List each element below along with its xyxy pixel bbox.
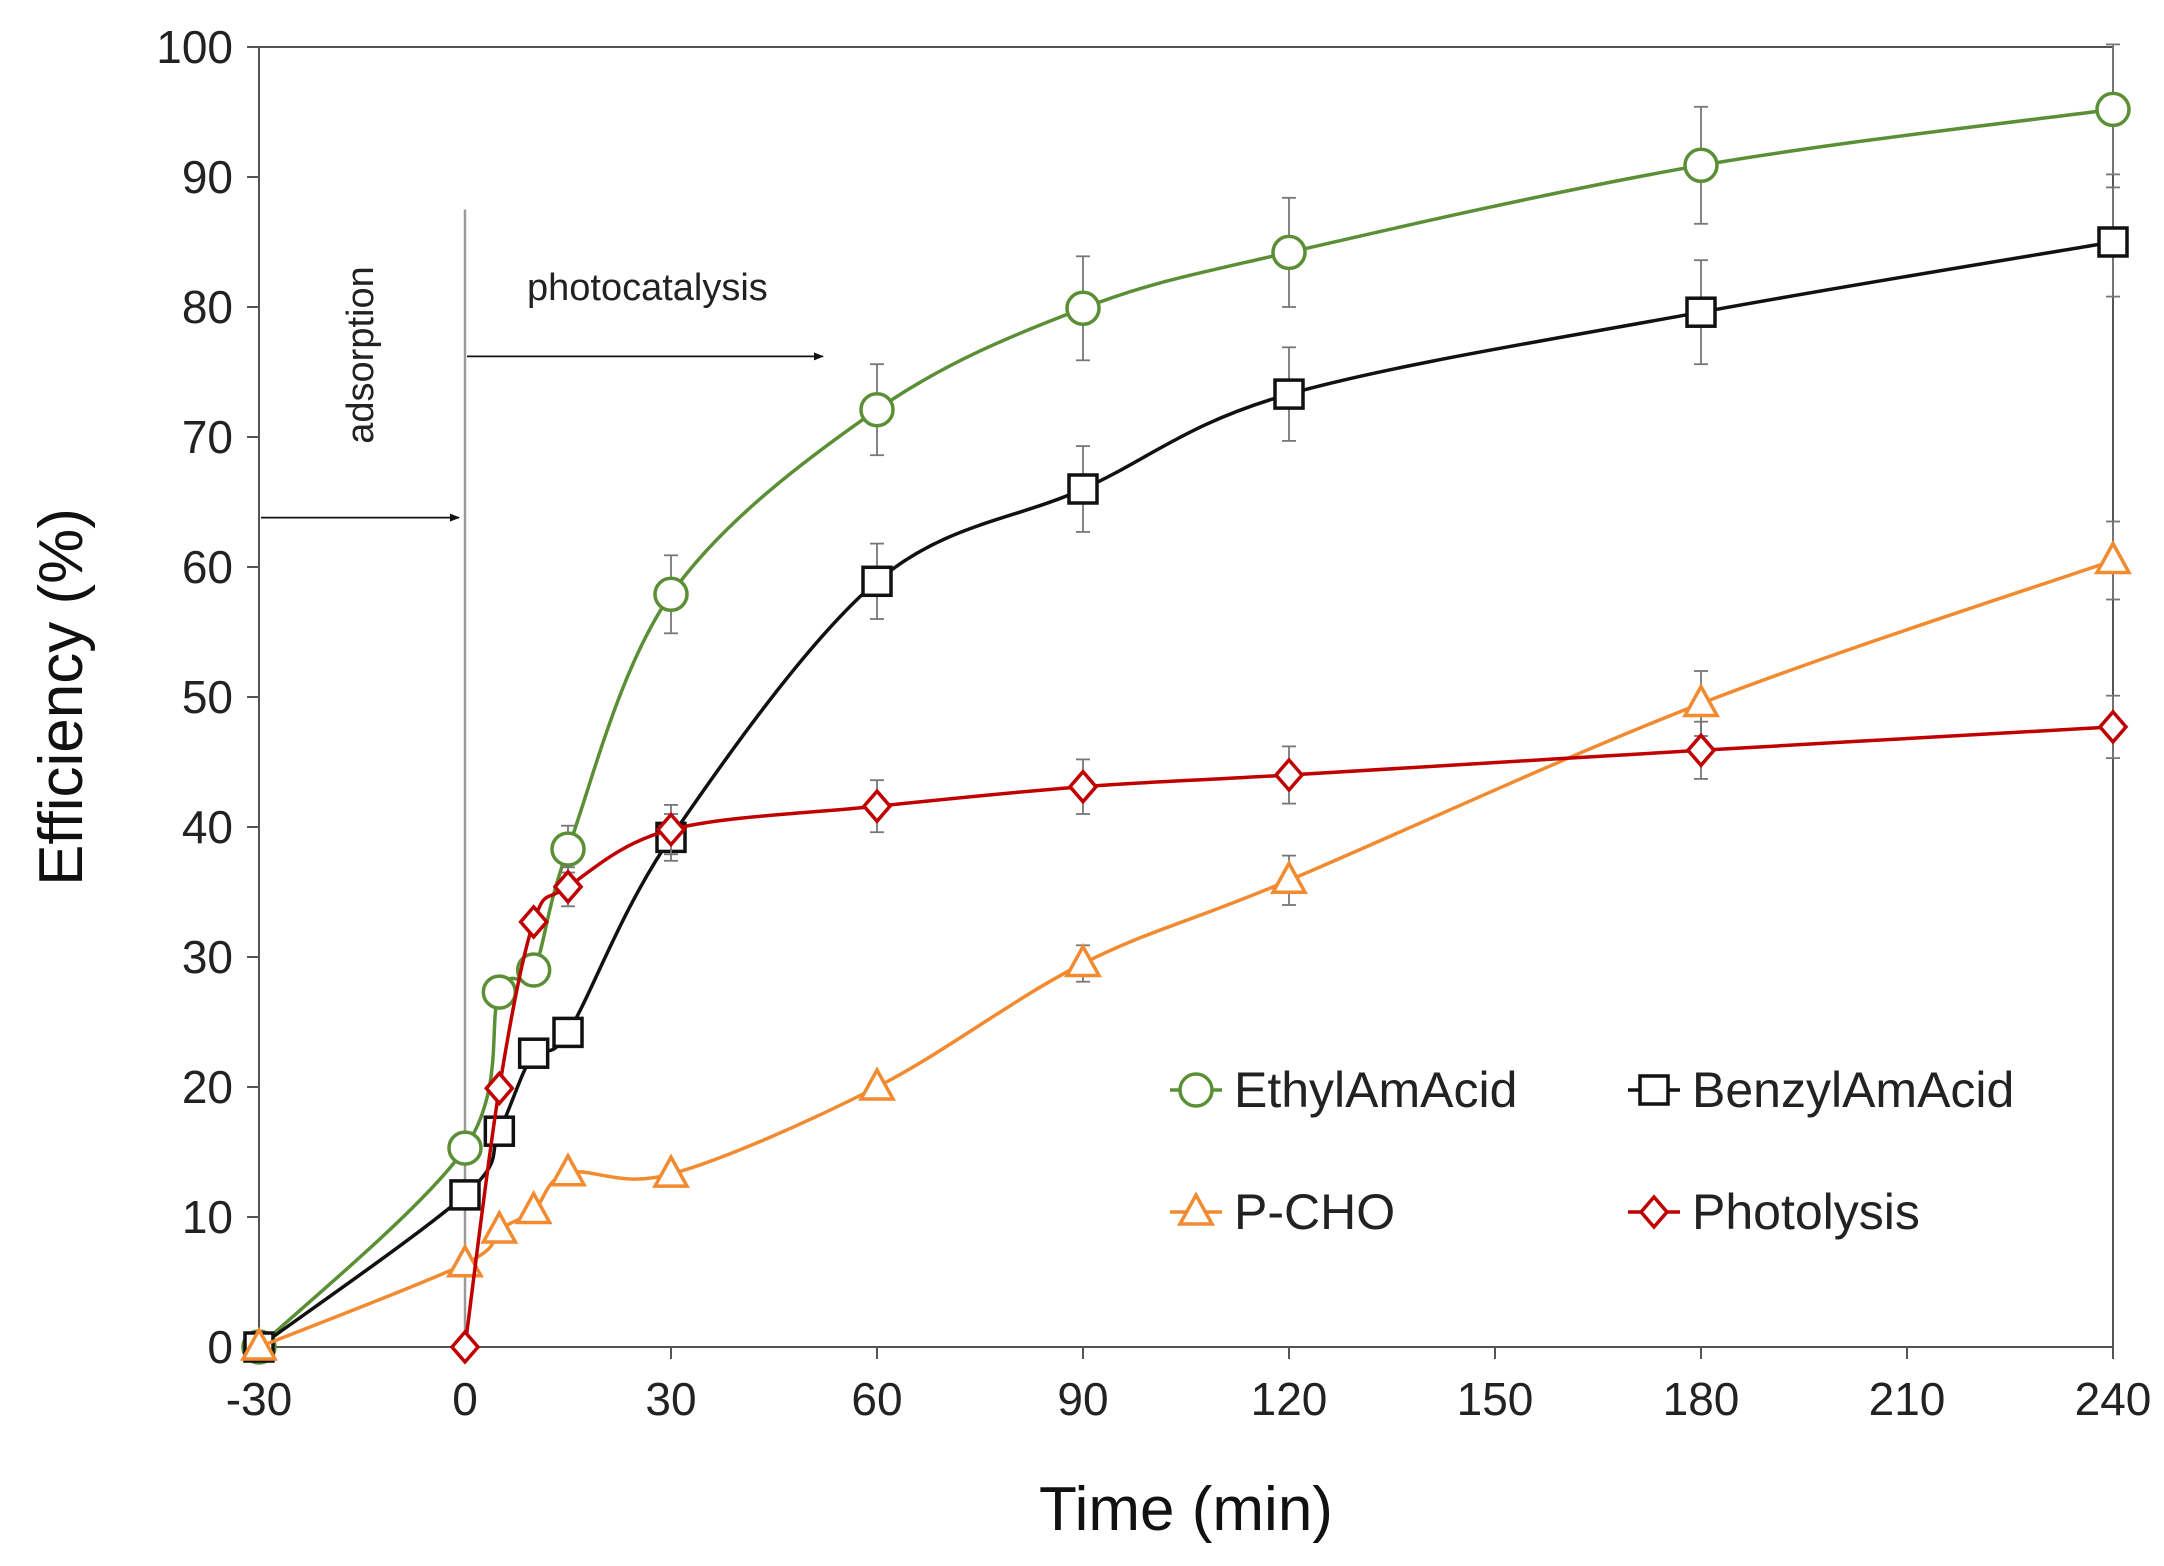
y-tick-label: 50 <box>182 671 233 723</box>
data-point-ethylamacid <box>550 831 586 867</box>
data-point-ethylamacid <box>1271 234 1307 271</box>
legend-marker <box>1177 1191 1215 1226</box>
data-point-photolysis <box>552 869 584 905</box>
data-point-photolysis <box>1067 769 1099 805</box>
adsorption-label: adsorption <box>340 266 382 443</box>
data-point-p-cho <box>549 1152 587 1187</box>
data-point-benzylamacid <box>861 565 893 598</box>
legend-marker <box>1178 1072 1214 1108</box>
legend-marker <box>1638 1074 1670 1106</box>
data-point-p-cho <box>2094 539 2132 575</box>
y-tick-label: 60 <box>182 541 233 593</box>
data-point-p-cho <box>446 1243 484 1278</box>
data-point-photolysis <box>1273 757 1305 793</box>
phase-annotations: adsorption photocatalysis <box>261 209 824 1347</box>
series-photolysis <box>449 694 2129 1365</box>
x-tick-label: 60 <box>851 1373 902 1425</box>
y-axis-title: Efficiency (%) <box>27 508 96 886</box>
data-point-ethylamacid <box>2095 91 2131 128</box>
x-tick-label: 210 <box>1869 1373 1946 1425</box>
data-point-ethylamacid <box>859 391 895 428</box>
x-tick-label: 240 <box>2075 1373 2152 1425</box>
data-point-p-cho <box>1682 682 1720 718</box>
data-point-photolysis <box>449 1329 481 1365</box>
legend-marker <box>1638 1194 1670 1230</box>
data-point-photolysis <box>484 1070 515 1106</box>
data-point-benzylamacid <box>517 1037 550 1069</box>
data-point-p-cho <box>480 1209 519 1244</box>
legend-label: Photolysis <box>1692 1184 1920 1240</box>
data-point-p-cho <box>858 1066 896 1101</box>
data-point-benzylamacid <box>2097 226 2129 258</box>
data-point-benzylamacid <box>483 1115 516 1147</box>
series-p-cho <box>240 520 2132 1361</box>
legend-item-ethylamacid: EthylAmAcid <box>1170 1062 1517 1118</box>
y-tick-label: 90 <box>182 151 233 203</box>
series-ethylamacid <box>241 43 2131 1365</box>
x-tick-label: 150 <box>1457 1373 1534 1425</box>
data-point-photolysis <box>861 788 893 824</box>
series-line-photolysis <box>463 725 2114 1348</box>
data-point-benzylamacid <box>1067 473 1099 505</box>
data-point-ethylamacid <box>653 576 689 613</box>
y-tick-label: 20 <box>182 1061 233 1113</box>
y-tick-label: 10 <box>182 1191 233 1243</box>
data-point-photolysis <box>1685 732 1717 768</box>
plot-area-border <box>258 46 2114 1348</box>
data-point-p-cho <box>1270 859 1308 895</box>
data-point-p-cho <box>1064 942 1102 978</box>
data-point-photolysis <box>2097 709 2129 745</box>
legend-label: EthylAmAcid <box>1234 1062 1517 1118</box>
series-line-benzylamacid <box>257 240 2114 1349</box>
series-group <box>240 43 2132 1365</box>
x-tick-label: 120 <box>1251 1373 1328 1425</box>
legend-item-photolysis: Photolysis <box>1628 1184 1920 1240</box>
x-tick-label: 30 <box>645 1373 696 1425</box>
data-point-benzylamacid <box>552 1016 584 1049</box>
y-tick-label: 70 <box>182 411 233 463</box>
data-point-ethylamacid <box>447 1130 483 1166</box>
legend-item-benzylamacid: BenzylAmAcid <box>1628 1062 2014 1118</box>
data-point-photolysis <box>518 904 549 940</box>
data-point-ethylamacid <box>1683 147 1719 184</box>
legend-item-p-cho: P-CHO <box>1170 1184 1395 1240</box>
data-point-benzylamacid <box>1685 296 1717 328</box>
y-tick-label: 100 <box>156 21 233 73</box>
legend-label: P-CHO <box>1234 1184 1395 1240</box>
series-line-ethylamacid <box>257 107 2114 1349</box>
y-tick-label: 40 <box>182 801 233 853</box>
y-tick-label: 80 <box>182 281 233 333</box>
x-tick-label: -30 <box>226 1373 292 1425</box>
x-axis-title: Time (min) <box>1039 1475 1333 1544</box>
data-point-photolysis <box>655 811 687 848</box>
x-tick-label: 0 <box>452 1373 478 1425</box>
y-tick-label: 0 <box>207 1321 233 1373</box>
photocatalysis-label: photocatalysis <box>527 267 768 309</box>
legend-label: BenzylAmAcid <box>1692 1062 2014 1118</box>
legend: EthylAmAcid BenzylAmAcid P-CHO Photolysis <box>1170 1062 2014 1240</box>
data-point-ethylamacid <box>1065 290 1101 327</box>
data-point-p-cho <box>652 1153 690 1188</box>
data-point-benzylamacid <box>449 1179 481 1211</box>
data-point-ethylamacid <box>481 974 518 1010</box>
y-tick-label: 30 <box>182 931 233 983</box>
data-point-p-cho <box>240 1326 278 1361</box>
x-tick-label: 90 <box>1057 1373 1108 1425</box>
data-point-p-cho <box>514 1189 553 1225</box>
x-tick-label: 180 <box>1663 1373 1740 1425</box>
data-point-ethylamacid <box>515 952 552 988</box>
axes-frame <box>247 46 2114 1359</box>
data-point-benzylamacid <box>1273 378 1305 410</box>
